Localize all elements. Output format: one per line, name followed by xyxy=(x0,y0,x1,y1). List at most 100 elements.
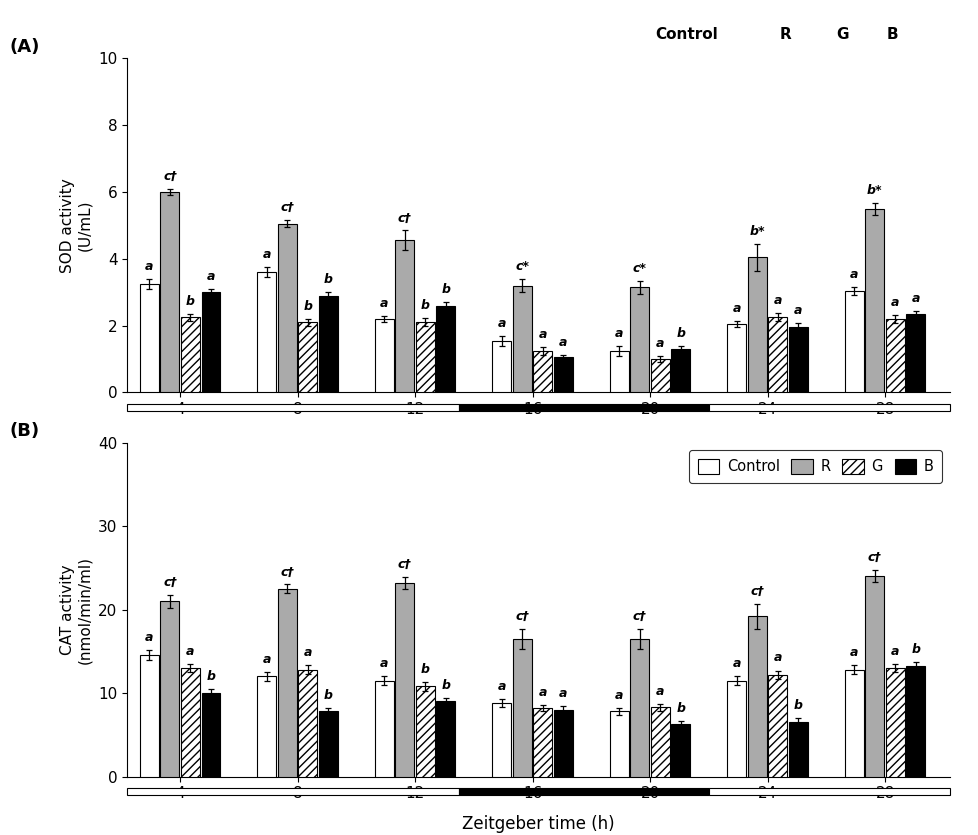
Text: a: a xyxy=(145,631,154,645)
Y-axis label: SOD activity
(U/mL): SOD activity (U/mL) xyxy=(61,178,93,273)
Text: a: a xyxy=(262,653,271,666)
Bar xyxy=(492,341,511,392)
Text: b: b xyxy=(676,326,685,340)
Text: a: a xyxy=(186,645,195,658)
Text: b: b xyxy=(324,273,333,286)
Text: b*: b* xyxy=(867,184,881,197)
Bar xyxy=(181,668,200,777)
Bar xyxy=(747,257,766,392)
Legend: Control, R, G, B: Control, R, G, B xyxy=(689,450,942,483)
Text: b: b xyxy=(421,663,429,676)
Bar xyxy=(844,291,863,392)
Bar xyxy=(416,322,434,392)
Text: a: a xyxy=(558,336,567,349)
Text: b: b xyxy=(186,295,195,308)
Bar xyxy=(127,788,459,795)
Bar xyxy=(492,703,511,777)
Text: b: b xyxy=(911,643,919,656)
Bar xyxy=(788,722,807,777)
Text: c†: c† xyxy=(398,558,411,571)
Text: c†: c† xyxy=(867,551,880,564)
Text: b: b xyxy=(793,699,802,712)
Text: a: a xyxy=(379,657,388,671)
Text: G: G xyxy=(835,27,848,42)
Bar xyxy=(788,327,807,392)
Bar xyxy=(768,317,786,392)
Text: a: a xyxy=(497,316,506,330)
Bar xyxy=(257,272,276,392)
Bar xyxy=(436,701,455,777)
Text: a: a xyxy=(206,270,215,283)
Text: a: a xyxy=(262,248,271,261)
Text: b: b xyxy=(441,679,450,692)
Bar xyxy=(747,616,766,777)
Bar xyxy=(533,351,552,392)
Bar xyxy=(160,192,179,392)
X-axis label: Zeitgeber time (h): Zeitgeber time (h) xyxy=(462,815,614,833)
Bar xyxy=(436,306,455,392)
Text: a: a xyxy=(303,646,312,660)
Bar xyxy=(278,589,296,777)
Bar xyxy=(865,576,883,777)
Text: a: a xyxy=(732,301,740,315)
Text: b: b xyxy=(324,689,333,702)
Bar xyxy=(395,583,414,777)
Bar xyxy=(844,670,863,777)
Text: c†: c† xyxy=(750,584,763,598)
Bar xyxy=(127,404,459,411)
Bar xyxy=(727,324,745,392)
Text: c*: c* xyxy=(632,261,646,275)
Bar xyxy=(375,319,393,392)
Text: R: R xyxy=(778,27,790,42)
Bar xyxy=(160,601,179,777)
Text: c†: c† xyxy=(633,610,645,623)
Bar xyxy=(395,240,414,392)
Bar xyxy=(278,224,296,392)
Bar xyxy=(650,707,669,777)
Text: b*: b* xyxy=(749,225,764,238)
Bar xyxy=(512,286,531,392)
Bar xyxy=(727,681,745,777)
Text: a: a xyxy=(773,294,781,307)
Text: b: b xyxy=(676,702,685,716)
Text: c†: c† xyxy=(163,575,176,589)
Y-axis label: CAT activity
(nmol/min/ml): CAT activity (nmol/min/ml) xyxy=(61,555,93,664)
Bar xyxy=(140,284,158,392)
Bar xyxy=(671,724,689,777)
Text: B: B xyxy=(885,27,897,42)
Text: b: b xyxy=(206,670,215,683)
Bar xyxy=(257,676,276,777)
Bar xyxy=(865,209,883,392)
Text: c†: c† xyxy=(281,201,293,215)
Text: a: a xyxy=(538,686,547,699)
Bar xyxy=(708,404,949,411)
Text: Control: Control xyxy=(654,27,717,42)
Text: a: a xyxy=(538,327,547,341)
Text: a: a xyxy=(558,687,567,701)
Bar xyxy=(201,292,220,392)
Bar xyxy=(319,296,337,392)
Text: a: a xyxy=(773,651,781,665)
Bar xyxy=(885,319,904,392)
Bar xyxy=(554,357,572,392)
Text: c†: c† xyxy=(515,610,528,623)
Text: b: b xyxy=(421,299,429,312)
Text: a: a xyxy=(145,260,154,273)
Bar xyxy=(554,710,572,777)
Bar xyxy=(298,670,317,777)
Text: b: b xyxy=(303,300,312,313)
Text: a: a xyxy=(655,337,664,350)
Bar xyxy=(459,404,708,411)
Text: a: a xyxy=(849,267,858,281)
Text: c†: c† xyxy=(398,211,411,225)
Bar xyxy=(906,666,924,777)
Bar xyxy=(609,351,628,392)
Bar xyxy=(533,708,552,777)
Bar xyxy=(319,711,337,777)
Bar xyxy=(630,639,648,777)
Bar xyxy=(906,314,924,392)
Text: a: a xyxy=(890,645,899,658)
Text: c†: c† xyxy=(163,170,176,183)
Text: (A): (A) xyxy=(10,38,40,56)
Text: a: a xyxy=(614,689,623,702)
